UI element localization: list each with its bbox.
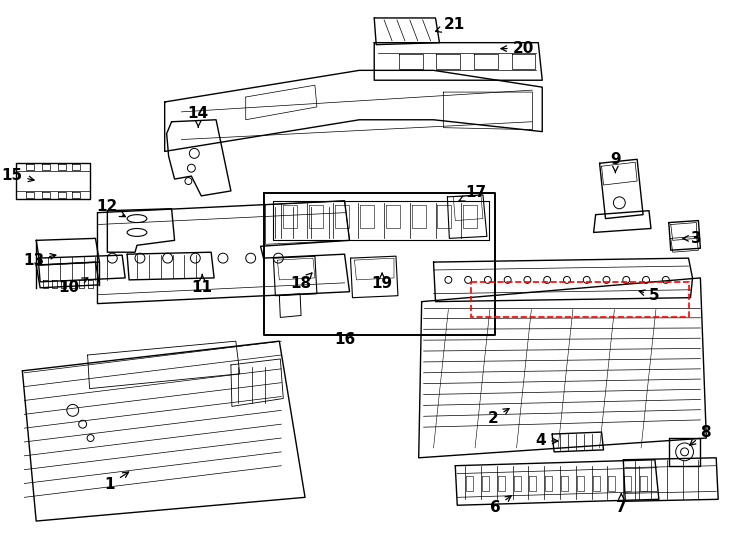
Text: 4: 4 [536,434,558,449]
Text: 21: 21 [435,17,465,32]
Text: 10: 10 [59,278,88,295]
Text: 7: 7 [616,494,627,515]
Text: 14: 14 [188,106,209,127]
Text: 5: 5 [639,288,660,303]
Text: 1: 1 [105,472,128,492]
Text: 13: 13 [23,253,56,268]
Text: 17: 17 [459,185,487,201]
Text: 20: 20 [501,41,534,56]
Text: 11: 11 [192,275,213,295]
Text: 12: 12 [96,199,126,217]
Text: 8: 8 [690,424,711,445]
Text: 3: 3 [683,231,701,246]
Text: 2: 2 [488,409,509,426]
Bar [471,282,688,318]
Text: 19: 19 [371,273,393,292]
Text: 15: 15 [1,167,34,183]
Text: 18: 18 [291,273,312,292]
Text: 16: 16 [334,332,355,347]
Text: 6: 6 [490,496,511,515]
Text: 9: 9 [610,152,621,172]
